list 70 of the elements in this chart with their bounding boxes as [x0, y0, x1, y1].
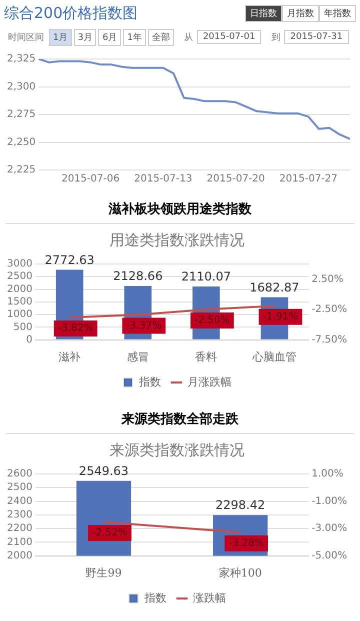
text: 6月	[98, 28, 122, 46]
legend-label: 月涨跌幅	[188, 375, 232, 388]
y-tick-label: 2,325	[6, 54, 36, 65]
x-tick-label: 心脑血管	[251, 350, 296, 364]
x-tick-label: 2015-07-20	[206, 174, 265, 185]
y2-tick-label: -1.00%	[312, 496, 348, 507]
y-tick-label: 2500	[6, 271, 32, 282]
y2-tick-label: 2.50%	[312, 274, 344, 285]
chart-title: 来源类指数涨跌情况	[110, 440, 244, 459]
y-tick-label: 2000	[6, 550, 32, 562]
data-label: -3.37%	[126, 320, 162, 332]
text: 3月	[74, 28, 96, 46]
y-tick-label: 2000	[6, 284, 32, 295]
text: 月指数	[282, 4, 319, 22]
text: 日指数	[245, 4, 282, 22]
x-tick-label: 野生99	[86, 566, 122, 580]
y-tick-label: 2500	[6, 482, 32, 494]
y2-tick-label: -7.50%	[312, 334, 348, 346]
data-label: -3.28%	[228, 538, 264, 549]
y-tick-label: 2,275	[6, 109, 36, 120]
y-tick-label: 500	[13, 322, 32, 333]
x-tick-label: 感冒	[126, 350, 149, 364]
x-tick-label: 2015-07-27	[279, 174, 338, 185]
y-tick-label: 2600	[6, 468, 32, 480]
chart-subtitle: 来源类指数全部走跌	[6, 402, 354, 434]
text: 1年	[123, 28, 146, 46]
x-tick-label: 2015-07-06	[61, 174, 120, 185]
data-label: -2.52%	[92, 528, 128, 539]
text: 到	[271, 32, 280, 44]
data-label: 2549.63	[78, 464, 129, 478]
x-tick-label: 2015-07-13	[134, 174, 192, 185]
data-label: -1.91%	[262, 311, 298, 322]
chart-title: 综合200价格指数图	[4, 4, 138, 22]
legend-label: 指数	[144, 591, 166, 604]
y-tick-label: 2100	[6, 536, 32, 548]
data-label: 2128.66	[113, 269, 163, 284]
y-tick-label: 1500	[6, 296, 32, 308]
data-label: -3.82%	[58, 323, 94, 334]
legend-label: 指数	[138, 375, 161, 388]
data-label: 2772.63	[44, 252, 94, 267]
y-tick-label: 0	[26, 334, 32, 346]
y-tick-label: 2400	[6, 496, 32, 507]
x-tick-label: 香料	[195, 350, 218, 364]
data-label: -2.50%	[194, 315, 230, 326]
data-label: 2298.42	[216, 498, 266, 512]
y-tick-label: 2,225	[6, 164, 36, 176]
text: 从	[184, 32, 193, 44]
text: 时间区间	[8, 32, 44, 44]
y2-tick-label: -2.50%	[312, 304, 348, 316]
y2-tick-label: -3.00%	[312, 523, 348, 534]
y-tick-label: 2,300	[6, 81, 36, 92]
data-label: 2110.07	[181, 270, 231, 284]
y-tick-label: 1000	[6, 309, 32, 320]
text: 1月	[49, 28, 72, 46]
y2-tick-label: 1.00%	[312, 468, 344, 480]
y-tick-label: 3000	[6, 258, 32, 270]
y-tick-label: 2200	[6, 523, 32, 534]
text: 年指数	[319, 4, 356, 22]
legend-label: 涨跌幅	[193, 591, 226, 604]
chart-subtitle: 滋补板块领跌用途类指数	[6, 192, 354, 224]
y2-tick-label: -5.00%	[312, 550, 348, 562]
chart-title: 用途类指数涨跌情况	[110, 230, 244, 249]
text: 全部	[148, 28, 174, 46]
y-tick-label: 2300	[6, 509, 32, 520]
data-label: 1682.87	[250, 280, 300, 294]
text: 2015-07-01	[196, 30, 262, 44]
x-tick-label: 滋补	[58, 350, 81, 364]
y-tick-label: 2,250	[6, 136, 36, 148]
x-tick-label: 家种100	[218, 566, 262, 580]
text: 2015-07-31	[284, 30, 349, 44]
